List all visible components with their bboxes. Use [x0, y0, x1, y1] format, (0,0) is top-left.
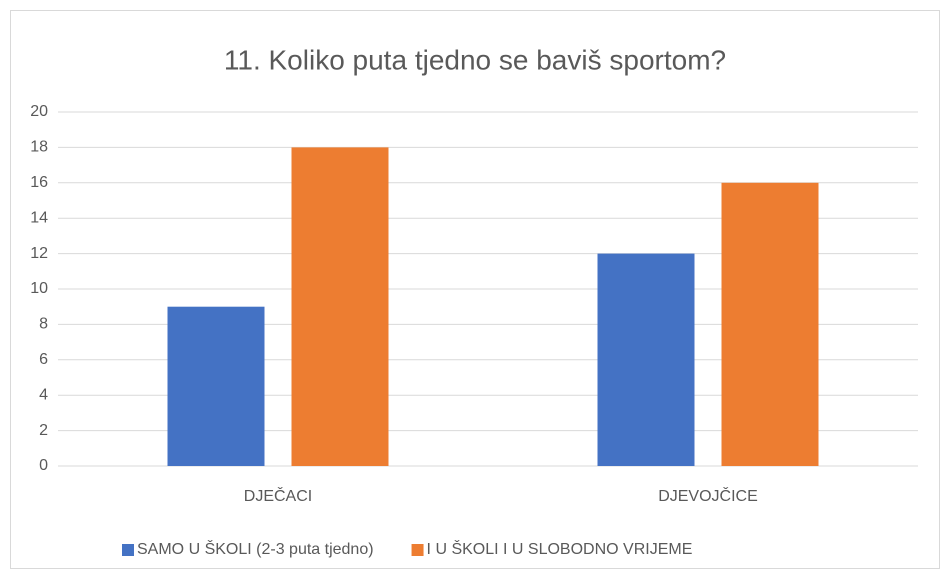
bar: [721, 182, 819, 467]
y-tick-label: 18: [30, 139, 48, 156]
y-tick-label: 14: [30, 209, 48, 226]
y-tick-label: 8: [39, 316, 48, 333]
bar: [597, 253, 695, 466]
y-tick-label: 16: [30, 174, 48, 191]
bar: [291, 147, 389, 466]
y-tick-label: 0: [39, 457, 48, 474]
legend-label: SAMO U ŠKOLI (2-3 puta tjedno): [137, 539, 374, 558]
y-tick-label: 6: [39, 351, 48, 368]
x-tick-label: DJEČACI: [244, 486, 312, 505]
y-tick-label: 4: [39, 386, 48, 403]
legend-swatch: [411, 544, 424, 556]
chart-title: 11. Koliko puta tjedno se baviš sportom?: [224, 44, 726, 75]
legend-label: I U ŠKOLI I U SLOBODNO VRIJEME: [427, 539, 693, 558]
x-tick-label: DJEVOJČICE: [658, 486, 758, 505]
y-tick-label: 10: [30, 280, 48, 297]
legend-swatch: [122, 544, 134, 556]
y-tick-label: 20: [30, 103, 48, 120]
y-tick-label: 2: [39, 422, 48, 439]
y-tick-label: 12: [30, 245, 48, 262]
bar: [167, 306, 265, 466]
